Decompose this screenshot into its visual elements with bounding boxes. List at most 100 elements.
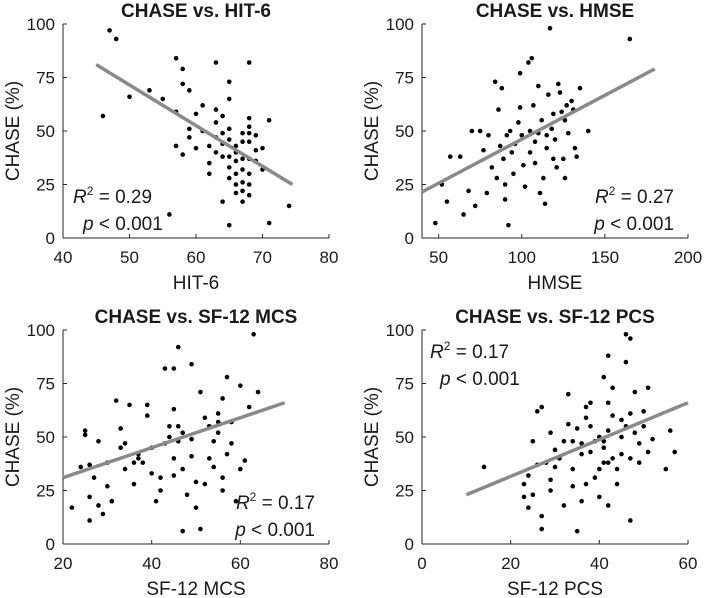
chart-panel-3: 20 40 60 80 0 25 50 75 100 CHASE vs. SF-12 MCS SF-…	[3, 307, 338, 598]
data-point	[530, 438, 536, 444]
data-point	[566, 130, 571, 136]
data-point	[537, 190, 543, 196]
data-point	[605, 400, 611, 406]
data-point	[131, 460, 137, 465]
data-point	[645, 385, 651, 391]
y-tick-label: 25	[36, 482, 55, 501]
data-point	[171, 366, 177, 371]
regression-line	[421, 67, 656, 194]
data-point	[527, 150, 533, 155]
data-point	[193, 111, 199, 117]
data-point	[173, 55, 179, 61]
data-point	[583, 415, 589, 421]
regression-line	[95, 63, 294, 186]
data-point	[118, 445, 123, 451]
data-point	[650, 436, 655, 442]
data-point	[189, 453, 194, 459]
x-tick-label: 20	[501, 554, 520, 573]
data-point	[233, 190, 239, 196]
data-point	[566, 421, 571, 427]
data-point	[492, 79, 498, 85]
data-point	[623, 331, 629, 337]
x-tick-label: 70	[253, 248, 272, 267]
data-point	[516, 120, 521, 125]
y-tick-label: 100	[27, 15, 55, 34]
data-point	[574, 426, 580, 431]
data-point	[585, 128, 591, 134]
data-point	[619, 434, 624, 440]
data-point	[105, 483, 110, 489]
data-point	[207, 160, 212, 166]
data-point	[113, 36, 119, 42]
data-point	[566, 391, 571, 397]
chart-panel-1: 40 50 60 70 80 0 25 50 75 100 CHASE vs. HIT-6 HIT-6…	[3, 1, 338, 294]
data-point	[539, 404, 544, 410]
data-point	[246, 60, 252, 65]
data-point	[246, 124, 252, 130]
p-value-stat: p < 0.001	[82, 214, 163, 235]
data-point	[472, 203, 478, 209]
data-point	[484, 190, 490, 196]
data-point	[559, 109, 564, 115]
y-tick-label: 0	[405, 229, 414, 248]
data-point	[636, 441, 642, 446]
y-tick-label: 75	[395, 69, 414, 88]
data-point	[489, 165, 495, 170]
data-point	[122, 466, 128, 472]
data-point	[557, 90, 563, 95]
data-point	[539, 526, 544, 532]
data-point	[87, 494, 92, 500]
data-point	[187, 135, 192, 140]
data-point	[552, 464, 558, 470]
data-point	[226, 126, 232, 132]
data-point	[220, 475, 225, 480]
data-point	[548, 488, 553, 493]
data-point	[562, 118, 568, 123]
data-point	[207, 171, 212, 177]
data-point	[122, 441, 128, 446]
data-point	[246, 115, 252, 121]
data-point	[486, 132, 491, 138]
data-point	[109, 498, 115, 504]
data-point	[542, 201, 548, 207]
data-point	[87, 462, 92, 468]
y-axis-label: CHASE (%)	[362, 387, 383, 487]
data-point	[162, 366, 168, 371]
data-point	[628, 456, 633, 461]
data-point	[167, 424, 172, 429]
data-point	[260, 145, 265, 151]
y-tick-label: 100	[27, 321, 55, 340]
data-point	[144, 402, 150, 408]
data-point	[220, 130, 225, 136]
data-point	[667, 428, 673, 433]
chart-title: CHASE vs. SF-12 PCS	[455, 307, 655, 328]
data-point	[82, 428, 88, 433]
x-tick-label: 150	[591, 248, 619, 267]
data-point	[233, 498, 239, 504]
data-point	[569, 98, 574, 104]
data-point	[504, 132, 510, 138]
data-point	[522, 184, 528, 189]
data-point	[561, 503, 567, 508]
data-point	[579, 498, 584, 504]
data-point	[632, 430, 638, 436]
data-point	[200, 103, 205, 108]
data-point	[570, 466, 576, 472]
regression-line	[62, 401, 286, 480]
data-point	[583, 404, 589, 410]
data-point	[180, 466, 185, 472]
data-point	[628, 336, 633, 341]
data-point	[153, 498, 159, 504]
data-point	[211, 438, 217, 444]
data-point	[529, 55, 535, 61]
y-axis-label: CHASE (%)	[3, 81, 24, 181]
data-point	[549, 126, 554, 132]
data-point	[497, 143, 503, 149]
data-point	[184, 492, 190, 498]
x-tick-label: 20	[54, 554, 73, 573]
data-point	[574, 154, 579, 159]
data-point	[539, 118, 544, 123]
data-point	[202, 481, 208, 487]
y-axis-label: CHASE (%)	[3, 387, 24, 487]
